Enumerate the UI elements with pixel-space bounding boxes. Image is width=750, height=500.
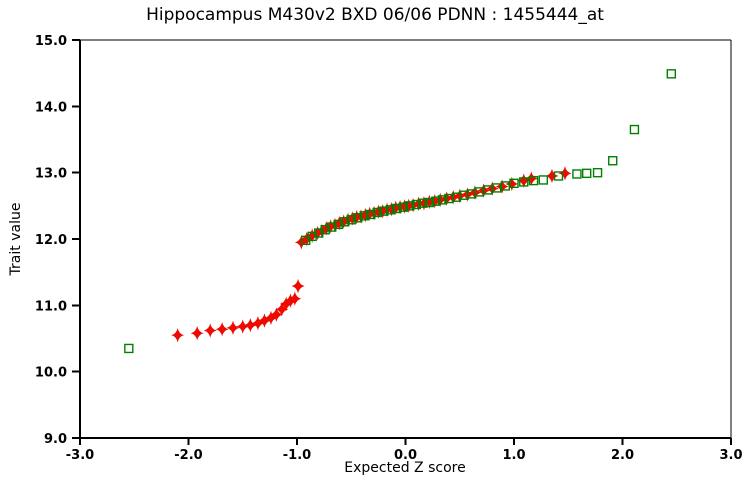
data-point-red-diamond (311, 225, 325, 241)
data-point-green-square (608, 156, 618, 166)
data-point-green-square (366, 209, 376, 220)
data-point-green-square (424, 197, 435, 208)
series-diamond4 (171, 166, 572, 343)
plot-frame (79, 39, 732, 439)
x-tick-label: -3.0 (66, 448, 94, 463)
data-point-green-square (592, 167, 603, 178)
axis-ticks (72, 39, 732, 445)
data-point-red-diamond (428, 193, 442, 209)
data-point-red-diamond (558, 166, 572, 181)
data-point-red-diamond (495, 179, 509, 194)
data-points (124, 69, 677, 354)
data-point-red-diamond (406, 197, 420, 213)
data-point-green-square (581, 168, 592, 179)
data-point-red-diamond (358, 207, 372, 223)
data-point-green-square (124, 343, 134, 354)
y-axis-label: Trait value (8, 202, 24, 276)
series-square-open (124, 69, 677, 354)
y-tick-label: 15.0 (35, 34, 67, 49)
data-point-green-square (359, 211, 369, 221)
y-tick-label: 13.0 (35, 167, 67, 182)
data-point-green-square (320, 225, 330, 235)
data-point-red-diamond (236, 319, 250, 334)
data-point-red-diamond (337, 214, 351, 229)
data-point-red-diamond (345, 211, 359, 226)
data-point-green-square (519, 177, 529, 187)
data-point-green-square (538, 175, 548, 185)
data-point-green-square (327, 222, 337, 232)
data-point-green-square (340, 217, 350, 227)
data-point-red-diamond (517, 173, 531, 188)
data-point-green-square (437, 195, 448, 205)
data-point-green-square (553, 171, 564, 181)
data-point-green-square (418, 198, 428, 208)
data-point-red-diamond (341, 212, 355, 227)
data-point-red-diamond (257, 313, 271, 328)
x-tick-label: 0.0 (394, 448, 417, 463)
y-tick-label: 11.0 (35, 299, 67, 314)
data-point-red-diamond (275, 302, 289, 317)
data-point-green-square (346, 215, 356, 225)
data-point-red-diamond (269, 307, 283, 322)
data-point-green-square (379, 206, 389, 216)
data-point-red-diamond (354, 209, 368, 224)
data-point-red-diamond (324, 219, 338, 234)
data-point-green-square (666, 69, 677, 79)
data-point-red-diamond (422, 194, 436, 210)
data-point-red-diamond (315, 223, 329, 239)
x-tick-label: -2.0 (174, 448, 202, 463)
data-point-green-square (353, 213, 363, 223)
data-point-red-diamond (328, 217, 342, 233)
data-point-green-square (405, 201, 415, 211)
x-axis-label: Expected Z score (344, 460, 466, 476)
data-point-green-square (372, 207, 382, 218)
x-tick-label: -1.0 (283, 448, 311, 463)
data-point-green-square (385, 205, 396, 215)
data-point-red-diamond (545, 168, 559, 184)
data-point-red-diamond (384, 201, 398, 217)
data-point-red-diamond (264, 310, 278, 326)
data-point-green-square (629, 124, 640, 135)
data-point-red-diamond (283, 293, 297, 308)
y-tick-label: 14.0 (35, 100, 67, 115)
x-tick-label: 2.0 (611, 448, 634, 463)
data-point-green-square (333, 219, 343, 230)
data-point-red-diamond (288, 291, 302, 306)
axis-tick-labels: -3.0 -2.0 -1.0 0.0 1.0 2.0 3.0 9.0 10.0 11.0 12.0 1… (35, 34, 743, 463)
x-tick-label: 1.0 (502, 448, 525, 463)
data-point-red-diamond (305, 228, 319, 243)
data-point-green-square (572, 169, 582, 179)
chart-title: Hippocampus M430v2 BXD 06/06 PDNN : 1455… (146, 5, 604, 25)
data-point-red-diamond (505, 176, 519, 192)
data-point-red-diamond (524, 171, 538, 186)
data-point-red-diamond (203, 323, 217, 338)
data-point-red-diamond (300, 231, 314, 247)
y-tick-label: 9.0 (44, 432, 67, 447)
data-point-green-square (431, 196, 441, 206)
data-point-red-diamond (190, 325, 204, 341)
data-point-green-square (509, 178, 519, 188)
data-point-red-diamond (171, 327, 185, 343)
data-point-green-square (392, 203, 402, 214)
data-point-red-diamond (226, 320, 240, 336)
y-tick-label: 12.0 (35, 233, 67, 248)
data-point-red-diamond (319, 221, 333, 236)
data-point-red-diamond (251, 316, 265, 331)
data-point-green-square (398, 202, 409, 212)
data-point-red-diamond (332, 215, 346, 231)
data-point-red-diamond (215, 322, 229, 337)
data-point-red-diamond (243, 318, 257, 333)
data-point-red-diamond (376, 203, 390, 219)
data-point-red-diamond (291, 278, 305, 294)
data-point-green-square (411, 199, 422, 210)
data-point-red-diamond (417, 195, 431, 211)
data-point-green-square (528, 175, 539, 186)
data-point-red-diamond (367, 205, 381, 221)
y-tick-label: 10.0 (35, 366, 67, 381)
x-tick-label: 3.0 (719, 448, 742, 463)
data-point-red-diamond (279, 296, 293, 312)
